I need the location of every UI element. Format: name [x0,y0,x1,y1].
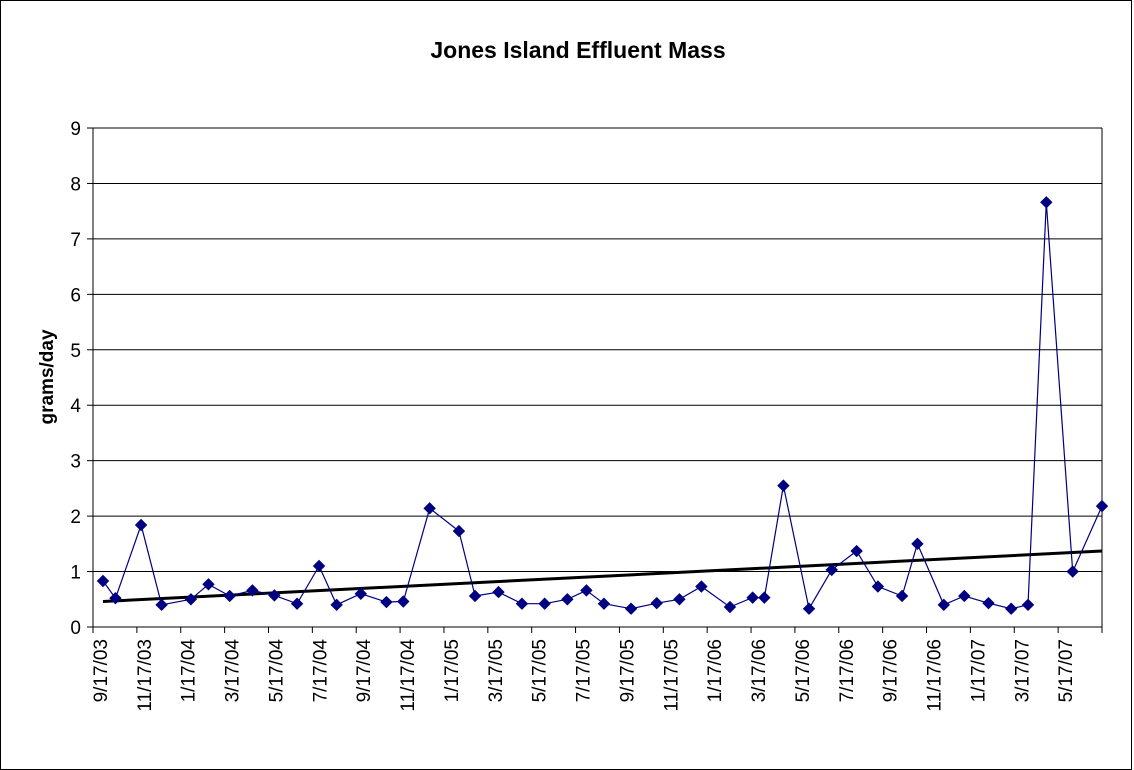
data-point [911,537,924,551]
y-tick-label-1: 1 [70,563,81,584]
data-point [673,593,686,606]
data-point [650,596,663,610]
data-point [468,589,482,603]
data-point [397,595,410,608]
x-tick-label: 7/17/06 [837,639,858,702]
data-point [1021,598,1035,612]
x-tick-label: 9/17/03 [91,639,112,702]
data-point [134,518,148,532]
data-point [695,580,708,593]
x-tick-label: 11/17/04 [398,639,419,712]
data-point [895,589,909,603]
data-point [354,587,368,600]
x-tick-label: 3/17/07 [1012,639,1033,702]
series-line [102,202,1103,611]
data-point [580,584,593,597]
y-tick-label-7: 7 [70,230,81,251]
data-point [958,589,971,603]
data-point [871,580,885,593]
data-point [452,524,466,538]
y-tick-label-4: 4 [70,396,81,417]
x-tick-label: 9/17/04 [354,639,375,703]
data-point [850,544,863,558]
data-point [312,559,326,573]
data-point [1095,499,1109,513]
y-axis-ticks: 0 1 2 3 4 5 6 7 8 9 [70,119,93,639]
y-axis-label: grams/day [37,329,58,424]
axes [92,127,1103,628]
data-point [96,574,110,588]
data-point [825,563,838,577]
y-tick-label-9: 9 [70,119,81,140]
x-tick-label: 3/17/06 [749,639,770,702]
data-point [624,602,638,615]
x-tick-label: 11/17/05 [661,639,682,712]
x-tick-label: 11/17/06 [925,639,946,712]
data-point [268,589,281,602]
data-point [330,598,343,612]
data-point [538,597,551,610]
data-point [982,596,995,610]
x-tick-label: 5/17/04 [266,639,287,703]
data-point [746,591,759,604]
data-point [1040,196,1053,209]
data-point [1004,602,1018,615]
x-tick-label: 1/17/06 [705,639,726,702]
data-point [561,593,574,606]
x-tick-label: 1/17/04 [179,639,200,703]
y-tick-label-8: 8 [70,174,81,195]
data-point [777,479,790,492]
data-series [96,196,1109,615]
chart-title: Jones Island Effluent Mass [430,37,725,63]
data-point [290,597,304,610]
y-tick-label-6: 6 [70,285,81,306]
x-tick-label: 5/17/07 [1056,639,1077,702]
x-axis-ticks: 9/17/03 11/17/03 1/17/04 3/17/04 5/17/04 7/17… [91,627,1103,712]
x-tick-label: 7/17/05 [574,639,595,702]
data-point [802,602,816,615]
x-tick-label: 11/17/03 [135,639,156,712]
data-point [246,584,259,597]
y-tick-label-3: 3 [70,452,81,473]
trendline [102,549,1103,603]
trendline-line [102,549,1103,603]
data-point [492,585,505,599]
x-tick-label: 3/17/04 [223,639,244,703]
data-point [723,600,737,614]
data-point [380,595,393,609]
data-point [937,598,951,612]
y-tick-label-5: 5 [70,341,81,362]
x-tick-label: 9/17/05 [617,639,638,702]
x-tick-label: 1/17/05 [442,639,463,702]
data-point [109,591,122,605]
x-tick-label: 3/17/05 [486,639,507,702]
y-tick-label-0: 0 [70,618,81,639]
data-point [597,597,611,610]
data-point [155,598,168,612]
y-tick-label-2: 2 [70,507,81,528]
data-point [423,502,436,515]
x-tick-label: 7/17/04 [310,639,331,703]
x-tick-label: 5/17/05 [530,639,551,702]
data-point [1066,565,1079,578]
x-tick-label: 1/17/07 [968,639,989,702]
data-point [202,578,215,591]
data-point [223,589,236,603]
data-point [184,593,198,606]
x-tick-label: 5/17/06 [793,639,814,702]
data-point [758,591,771,604]
x-tick-label: 9/17/06 [881,639,902,702]
data-point [515,597,529,610]
gridlines [93,127,1102,573]
